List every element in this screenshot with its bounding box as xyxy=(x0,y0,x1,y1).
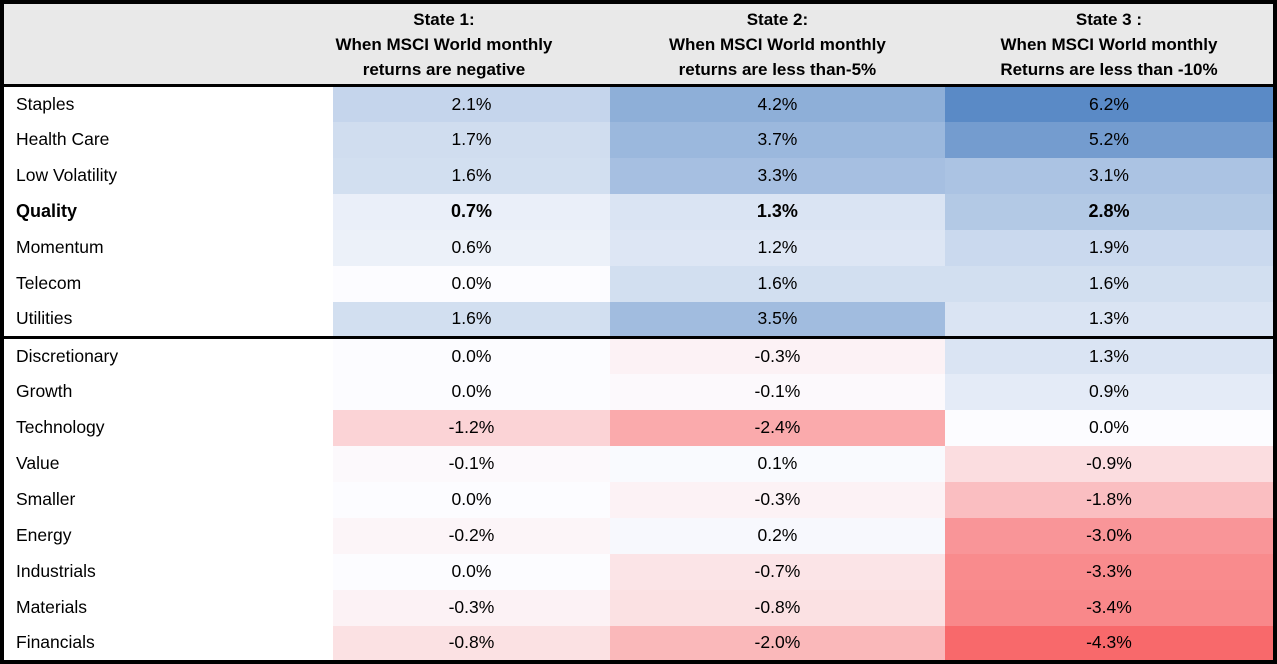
header-line: returns are less than-5% xyxy=(678,59,877,79)
value-cell: 0.0% xyxy=(333,265,610,302)
header-line: Returns are less than -10% xyxy=(1000,59,1218,79)
header-line: When MSCI World monthly xyxy=(335,34,553,54)
value-cell: -1.8% xyxy=(944,481,1275,518)
value-cell: 0.0% xyxy=(944,409,1275,446)
table-body: Staples 2.1% 4.2% 6.2% Health Care 1.7% 3.7% 5.… xyxy=(2,85,1275,662)
table-row: Telecom 0.0% 1.6% 1.6% xyxy=(2,265,1275,302)
value-cell: -2.4% xyxy=(609,409,945,446)
value-cell: 0.9% xyxy=(944,373,1275,410)
value-cell: -0.1% xyxy=(609,373,945,410)
sector-label: Materials xyxy=(2,589,334,626)
column-header-state-3: State 3 : When MSCI World monthly Return… xyxy=(944,2,1275,87)
value-cell: 0.7% xyxy=(333,193,610,230)
table-row: Energy -0.2% 0.2% -3.0% xyxy=(2,517,1275,554)
table-row: Materials -0.3% -0.8% -3.4% xyxy=(2,589,1275,626)
column-header-state-1: State 1: When MSCI World monthly returns… xyxy=(333,2,610,87)
table-row: Financials -0.8% -2.0% -4.3% xyxy=(2,625,1275,662)
sector-label: Smaller xyxy=(2,481,334,518)
table-row: Discretionary 0.0% -0.3% 1.3% xyxy=(2,336,1275,374)
sector-label: Telecom xyxy=(2,265,334,302)
value-cell: 3.3% xyxy=(609,157,945,194)
value-cell: 1.6% xyxy=(944,265,1275,302)
sector-label: Momentum xyxy=(2,229,334,266)
table-row: Growth 0.0% -0.1% 0.9% xyxy=(2,373,1275,410)
header-row: State 1: When MSCI World monthly returns… xyxy=(2,2,1275,87)
header-line: State 1: xyxy=(413,9,475,29)
header-line: State 2: xyxy=(746,9,809,29)
sector-label: Financials xyxy=(2,625,334,662)
value-cell: -0.3% xyxy=(609,481,945,518)
value-cell: 1.2% xyxy=(609,229,945,266)
table-row: Momentum 0.6% 1.2% 1.9% xyxy=(2,229,1275,266)
value-cell: 2.8% xyxy=(944,193,1275,230)
table-row: Health Care 1.7% 3.7% 5.2% xyxy=(2,121,1275,158)
header-line: State 3 : xyxy=(1075,9,1143,29)
value-cell: -3.3% xyxy=(944,553,1275,590)
value-cell: -0.3% xyxy=(333,589,610,626)
value-cell: 0.0% xyxy=(333,481,610,518)
value-cell: 1.3% xyxy=(944,301,1275,338)
value-cell: 3.5% xyxy=(609,301,945,338)
value-cell: 1.9% xyxy=(944,229,1275,266)
table-header: State 1: When MSCI World monthly returns… xyxy=(2,2,1275,87)
value-cell: -0.8% xyxy=(333,625,610,662)
table-row: Utilities 1.6% 3.5% 1.3% xyxy=(2,301,1275,338)
sector-label: Energy xyxy=(2,517,334,554)
value-cell: 1.3% xyxy=(944,336,1275,374)
value-cell: 6.2% xyxy=(944,85,1275,122)
value-cell: 1.6% xyxy=(609,265,945,302)
table-row: Smaller 0.0% -0.3% -1.8% xyxy=(2,481,1275,518)
value-cell: -2.0% xyxy=(609,625,945,662)
header-line: When MSCI World monthly xyxy=(1000,34,1218,54)
value-cell: 0.0% xyxy=(333,336,610,374)
value-cell: -0.1% xyxy=(333,445,610,482)
value-cell: 0.6% xyxy=(333,229,610,266)
value-cell: 1.6% xyxy=(333,157,610,194)
value-cell: -0.2% xyxy=(333,517,610,554)
table-row: Quality 0.7% 1.3% 2.8% xyxy=(2,193,1275,230)
value-cell: -3.4% xyxy=(944,589,1275,626)
corner-header-cell xyxy=(2,2,334,87)
value-cell: 2.1% xyxy=(333,85,610,122)
sector-label: Health Care xyxy=(2,121,334,158)
header-line: returns are negative xyxy=(362,59,526,79)
value-cell: 0.2% xyxy=(609,517,945,554)
value-cell: -0.8% xyxy=(609,589,945,626)
sector-label: Utilities xyxy=(2,301,334,338)
value-cell: 1.7% xyxy=(333,121,610,158)
value-cell: 0.1% xyxy=(609,445,945,482)
value-cell: 3.7% xyxy=(609,121,945,158)
value-cell: -0.9% xyxy=(944,445,1275,482)
value-cell: 5.2% xyxy=(944,121,1275,158)
value-cell: -0.7% xyxy=(609,553,945,590)
value-cell: -1.2% xyxy=(333,409,610,446)
sector-label: Quality xyxy=(2,193,334,230)
table-row: Low Volatility 1.6% 3.3% 3.1% xyxy=(2,157,1275,194)
sector-label: Industrials xyxy=(2,553,334,590)
table-row: Value -0.1% 0.1% -0.9% xyxy=(2,445,1275,482)
value-cell: -4.3% xyxy=(944,625,1275,662)
sector-label: Staples xyxy=(2,85,334,122)
header-line: When MSCI World monthly xyxy=(668,34,886,54)
table-row: Industrials 0.0% -0.7% -3.3% xyxy=(2,553,1275,590)
value-cell: -0.3% xyxy=(609,336,945,374)
table-row: Technology -1.2% -2.4% 0.0% xyxy=(2,409,1275,446)
sector-label: Technology xyxy=(2,409,334,446)
sector-label: Value xyxy=(2,445,334,482)
value-cell: -3.0% xyxy=(944,517,1275,554)
sector-label: Discretionary xyxy=(2,336,334,374)
table-row: Staples 2.1% 4.2% 6.2% xyxy=(2,85,1275,122)
value-cell: 0.0% xyxy=(333,553,610,590)
sector-label: Growth xyxy=(2,373,334,410)
value-cell: 0.0% xyxy=(333,373,610,410)
sector-label: Low Volatility xyxy=(2,157,334,194)
value-cell: 3.1% xyxy=(944,157,1275,194)
value-cell: 1.6% xyxy=(333,301,610,338)
column-header-state-2: State 2: When MSCI World monthly returns… xyxy=(609,2,945,87)
value-cell: 1.3% xyxy=(609,193,945,230)
value-cell: 4.2% xyxy=(609,85,945,122)
